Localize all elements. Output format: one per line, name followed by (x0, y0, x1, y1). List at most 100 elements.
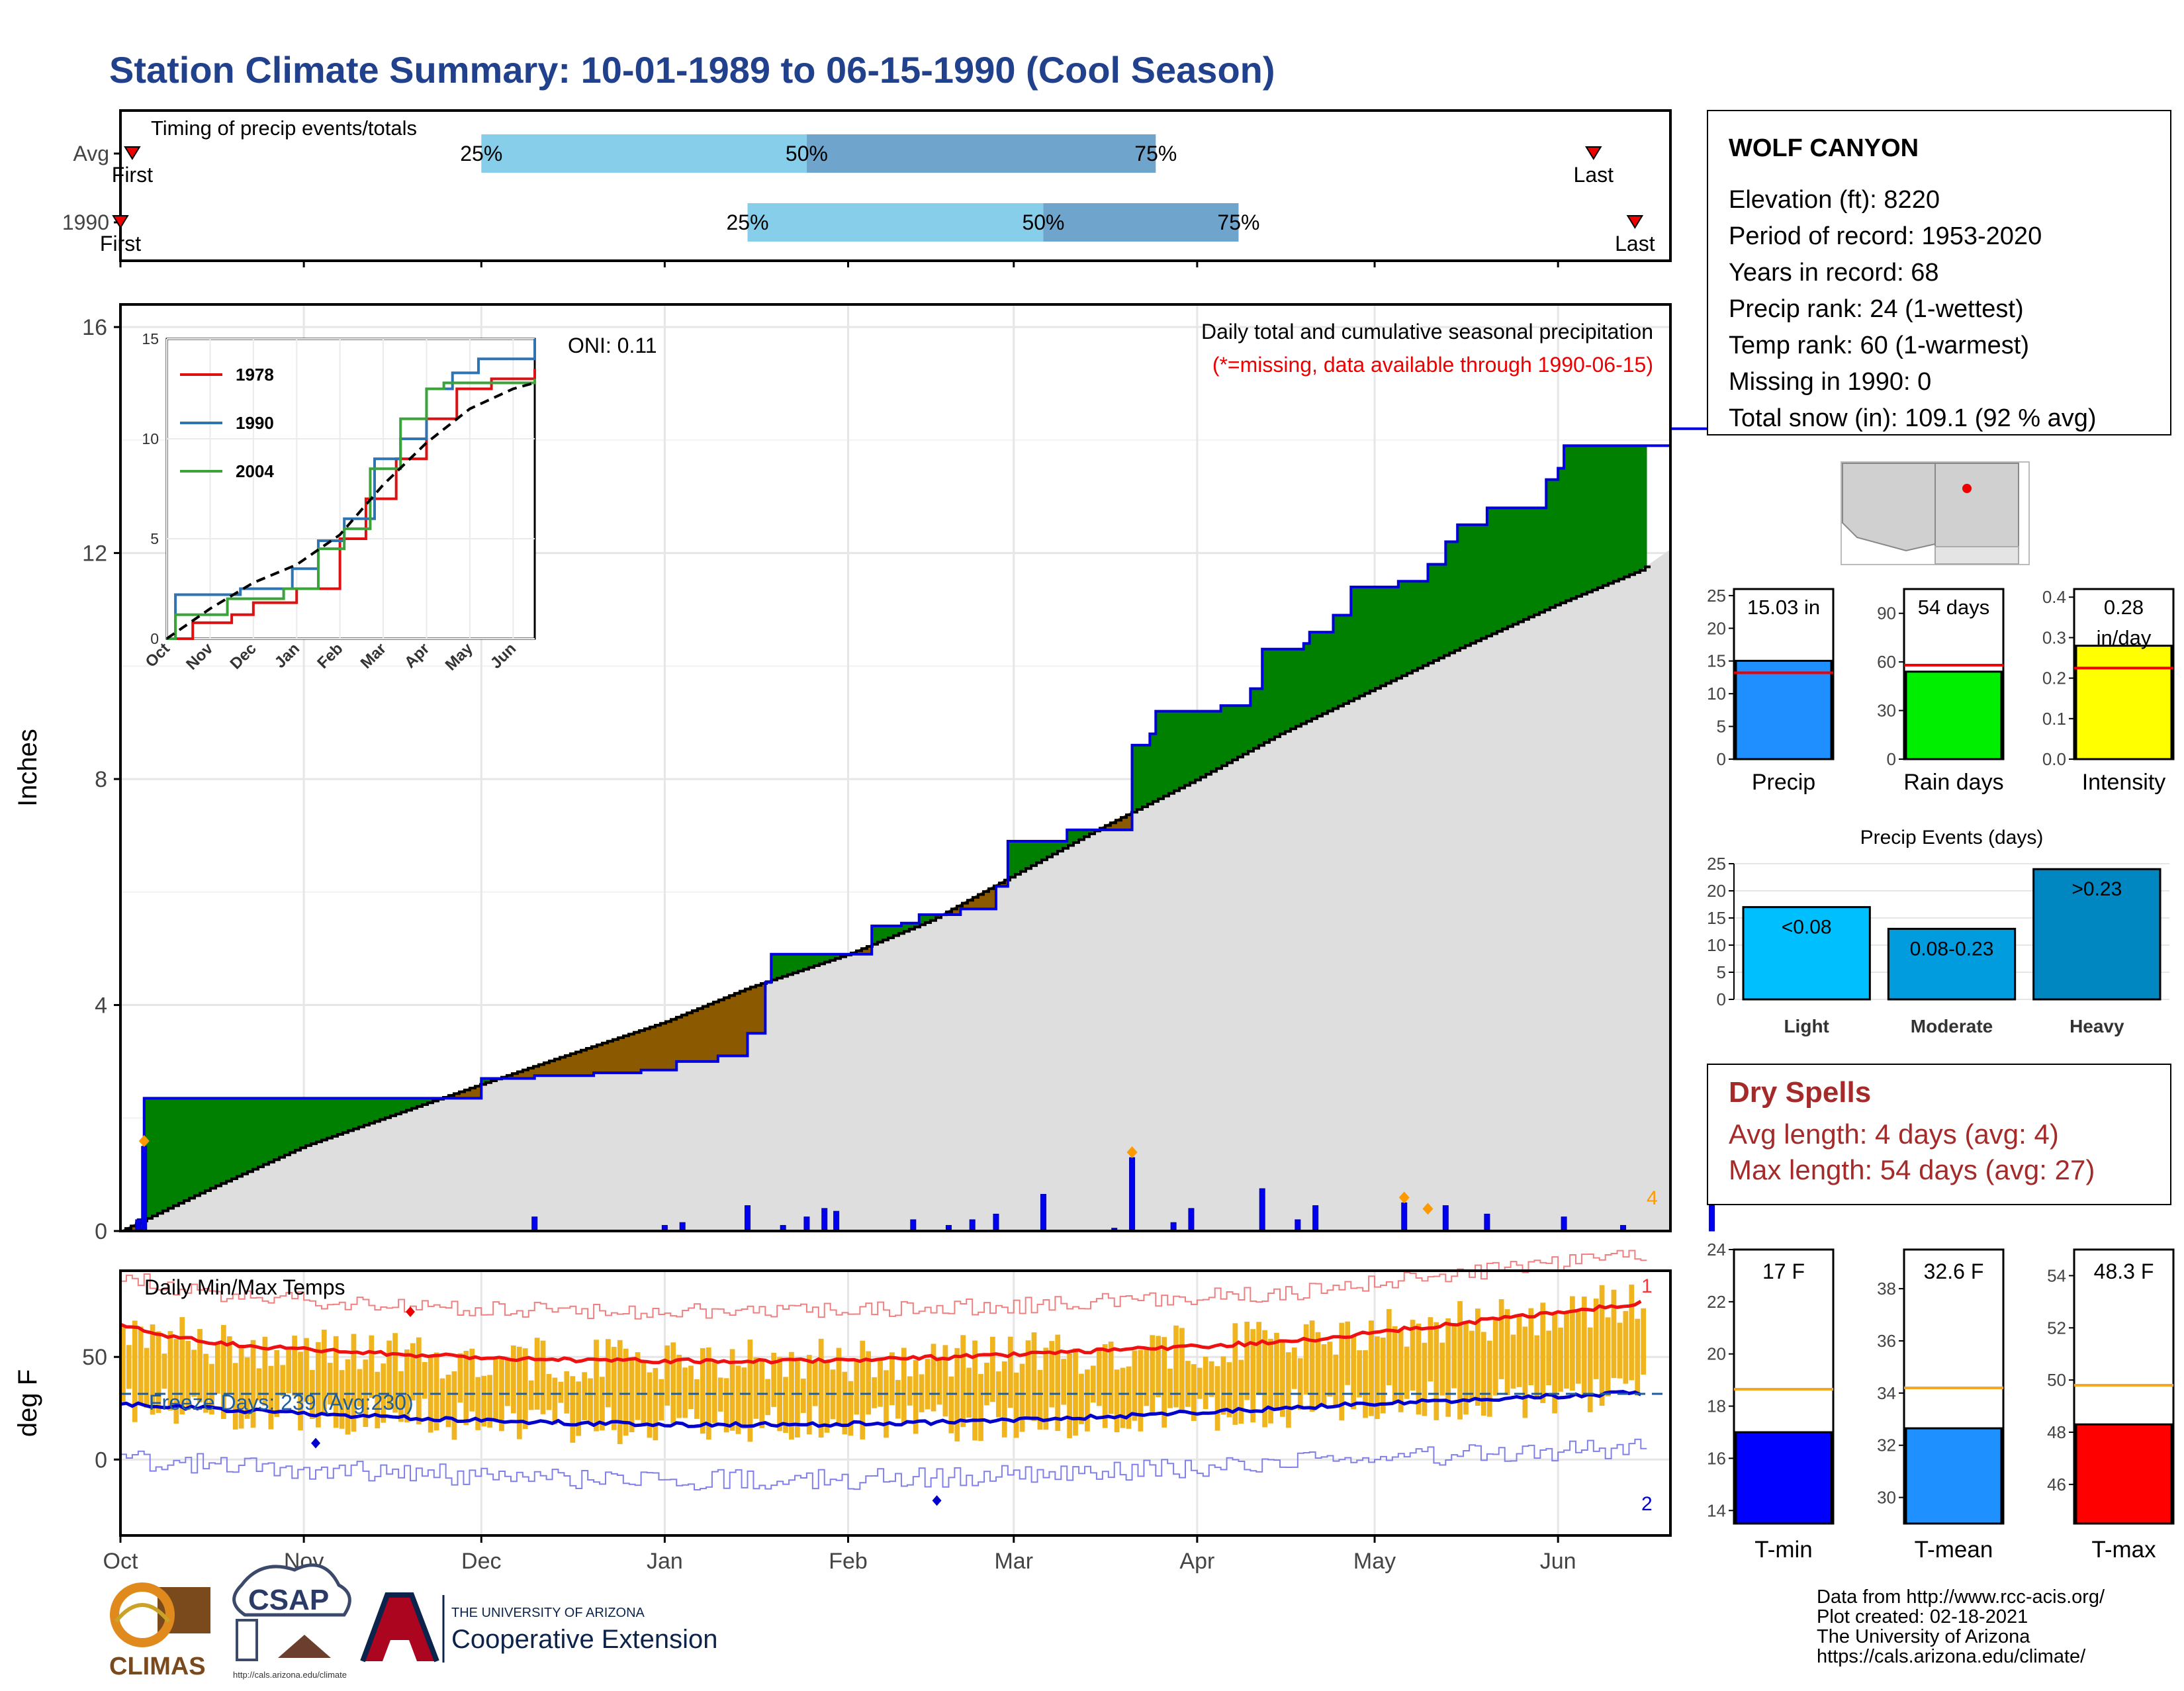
events-ytick-label: 10 (1707, 935, 1726, 955)
daily-temp-range-bar (1611, 1289, 1617, 1379)
main-precip-panel: 0 4 8 12 16 Daily total and cumulative seaso… (13, 303, 1730, 1244)
temp-summary-ytick-label: 48 (2047, 1422, 2066, 1442)
daily-temp-range-bar (256, 1368, 262, 1401)
daily-temp-range-bar (635, 1352, 641, 1420)
credits: Data from http://www.rcc-acis.org/ Plot … (1817, 1586, 2105, 1667)
daily-temp-range-bar (250, 1340, 256, 1428)
temp-summary-ytick-label: 50 (2047, 1370, 2066, 1390)
map-new-mexico-shape (1934, 463, 2019, 547)
daily-temp-range-bar (1327, 1342, 1333, 1397)
daily-temp-range-bar (1416, 1323, 1422, 1415)
climas-logo-text: CLIMAS (109, 1653, 206, 1680)
total-ytick-label: 0.2 (2042, 668, 2066, 688)
daily-temp-range-bar (824, 1361, 830, 1433)
station-precip-rank: Precip rank: 24 (1-wettest) (1729, 295, 2024, 323)
credit-data-source: Data from http://www.rcc-acis.org/ (1817, 1586, 2105, 1608)
daily-temp-range-bar (268, 1365, 274, 1430)
daily-temp-range-bar (1037, 1369, 1043, 1430)
daily-temp-range-bar (570, 1376, 576, 1443)
event-bar-light (1742, 906, 1871, 1001)
daily-temp-range-bar (392, 1333, 398, 1413)
csap-url: http://cals.arizona.edu/climate (233, 1670, 347, 1680)
csap-logo-text: CSAP (248, 1584, 329, 1616)
daily-temp-range-bar (138, 1326, 144, 1406)
daily-precip-bar (135, 1219, 142, 1232)
daily-temp-range-bar (1522, 1326, 1528, 1418)
daily-temp-range-bar (1375, 1336, 1380, 1420)
daily-temp-range-bar (942, 1345, 948, 1417)
heavy-event-marker (1398, 1191, 1410, 1204)
events-ytick-label: 5 (1717, 962, 1726, 982)
daily-temp-range-bar (682, 1367, 688, 1418)
map-arizona-shape (1842, 463, 1936, 552)
daily-temp-range-bar (960, 1335, 966, 1428)
daily-temp-range-bar (1001, 1361, 1007, 1438)
daily-temp-range-bar (617, 1340, 623, 1444)
daily-temp-range-bar (1492, 1320, 1498, 1396)
daily-temp-range-bar (889, 1352, 895, 1406)
daily-temp-range-bar (1457, 1301, 1463, 1420)
station-location-dot (1962, 484, 1972, 493)
daily-precip-bar (1561, 1216, 1567, 1232)
climas-logo: CLIMAS (109, 1582, 210, 1680)
daily-temp-range-bar (564, 1371, 570, 1414)
main-ytick-label: 12 (82, 541, 107, 567)
daily-temp-range-bar (120, 1324, 126, 1402)
daily-temp-range-bar (1575, 1311, 1581, 1384)
inset-series-avg-line (165, 381, 535, 640)
station-name: WOLF CANYON (1729, 134, 1919, 162)
daily-temp-range-bar (753, 1357, 759, 1419)
daily-temp-range-bar (1552, 1314, 1557, 1414)
daily-temp-range-bar (439, 1378, 445, 1420)
daily-temp-range-bar (1102, 1344, 1108, 1428)
total-ytick-label: 0.1 (2042, 709, 2066, 729)
total-ytick-label: 0 (1887, 749, 1896, 769)
page-title: Station Climate Summary: 10-01-1989 to 0… (109, 49, 1275, 91)
dry-title: Dry Spells (1729, 1076, 1871, 1109)
daily-temp-range-bar (1191, 1364, 1197, 1421)
daily-temp-range-bar (1031, 1332, 1037, 1421)
daily-temp-range-bar (1256, 1322, 1262, 1395)
daily-temp-range-bar (185, 1340, 191, 1410)
daily-temp-range-bar (369, 1335, 375, 1398)
daily-temp-range-bar (345, 1359, 351, 1435)
daily-temp-range-bar (670, 1342, 676, 1424)
daily-precip-bar (1442, 1205, 1449, 1232)
daily-temp-range-bar (1073, 1348, 1078, 1436)
daily-temp-range-bar (1451, 1324, 1457, 1389)
normal-cumulative-line (120, 565, 1651, 1232)
daily-temp-range-bar (895, 1380, 901, 1419)
climas-logo-sun (110, 1582, 175, 1647)
daily-temp-range-bar (1528, 1308, 1534, 1386)
daily-temp-range-bar (954, 1348, 960, 1441)
daily-temp-range-bar (694, 1379, 700, 1419)
daily-temp-range-bar (1232, 1323, 1238, 1425)
daily-temp-range-bar (664, 1345, 670, 1406)
daily-precip-bar (531, 1216, 538, 1232)
csap-cloud (232, 1563, 351, 1617)
timing-pct-label: 50% (786, 142, 828, 165)
daily-temp-range-bar (1061, 1359, 1067, 1405)
daily-temp-range-bar (629, 1357, 635, 1433)
daily-temp-range-bar (1120, 1367, 1126, 1428)
daily-temp-range-bar (1581, 1297, 1587, 1396)
timing-bar-50-75 (806, 134, 1156, 173)
daily-temp-range-bar (990, 1336, 995, 1402)
normal-max-line (120, 1300, 1642, 1365)
temp-ylabel: deg F (13, 1369, 42, 1437)
daily-temp-range-bar (398, 1371, 404, 1422)
daily-temp-range-bar (1108, 1342, 1114, 1414)
daily-temp-range-bar (161, 1353, 167, 1389)
event-bar-heavy (2032, 868, 2161, 1001)
daily-temp-range-bar (1262, 1330, 1267, 1428)
daily-temp-range-bar (1297, 1358, 1303, 1410)
daily-temp-range-bar (528, 1380, 534, 1410)
daily-precip-bar (1040, 1194, 1046, 1232)
station-years: Years in record: 68 (1729, 259, 1939, 287)
daily-temp-range-bar (244, 1357, 250, 1419)
daily-temp-range-bar (1439, 1342, 1445, 1396)
total-bar-rain-days (1905, 670, 2003, 760)
timing-row-label: 1990 (62, 210, 109, 234)
inset-ytick-label: 15 (142, 330, 159, 347)
daily-precip-bar (745, 1205, 751, 1232)
